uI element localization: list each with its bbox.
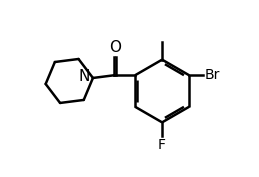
Text: F: F (158, 138, 166, 152)
Text: O: O (109, 40, 121, 55)
Text: N: N (78, 69, 90, 84)
Text: Br: Br (204, 68, 220, 82)
